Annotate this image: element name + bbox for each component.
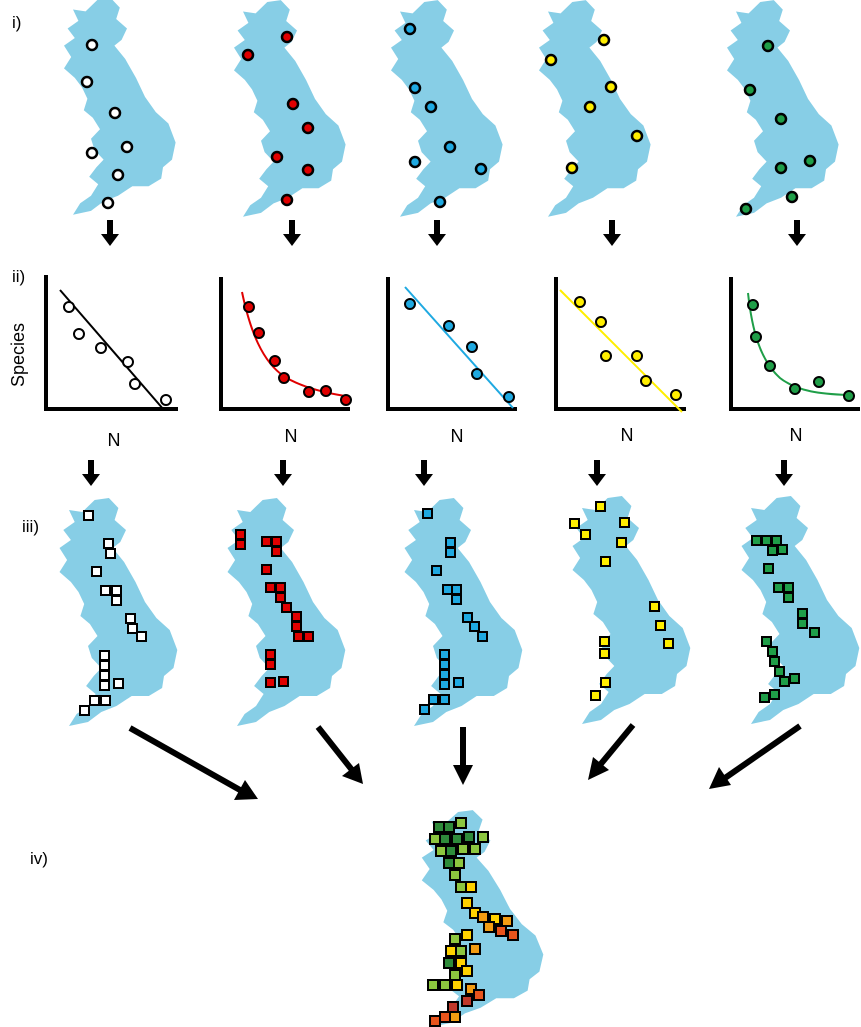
x-axis-label-blue: N [451, 426, 464, 446]
fit-line [241, 291, 346, 397]
survey-map-green [727, 0, 839, 217]
map-silhouette [727, 0, 839, 217]
stage-label-ii: ii) [12, 267, 25, 286]
fit-line [404, 286, 514, 409]
survey-points-blue [403, 22, 488, 209]
plot-white [44, 275, 178, 411]
predicted-cells-red [235, 529, 314, 688]
survey-points-white [80, 38, 134, 210]
arrows-iii-to-iv [128, 723, 802, 800]
stage-label-i: i) [12, 13, 21, 32]
plot-axes [729, 277, 860, 411]
x-axis-label-yellow: N [621, 425, 634, 445]
survey-points-red [241, 30, 315, 207]
predicted-cells-blue [419, 508, 488, 715]
plot-green [729, 277, 860, 411]
stage-label-iii: iii) [22, 517, 39, 536]
plot-red [219, 277, 352, 411]
plot-axes [219, 277, 350, 411]
survey-points-yellow [544, 33, 644, 175]
arrows-ii-to-iii [82, 460, 793, 486]
survey-points-green [739, 39, 817, 216]
predicted-cells-white [79, 510, 147, 716]
y-axis-label: Species [8, 323, 28, 387]
plot-axes [386, 277, 517, 411]
x-axis-label-white: N [108, 430, 121, 450]
plot-axes [44, 275, 178, 411]
predicted-cells-green [751, 535, 820, 703]
survey-map-white [64, 0, 176, 215]
predicted-cells-yellow [569, 501, 674, 701]
plot-axes [554, 277, 686, 411]
map-silhouette [59, 498, 178, 726]
x-axis-label-green: N [790, 425, 803, 445]
arrows-i-to-ii [101, 220, 806, 246]
plot-yellow [554, 277, 686, 413]
predicted-map-white [59, 498, 178, 726]
fit-line [559, 289, 683, 413]
stage-label-iv: iv) [30, 849, 48, 868]
map-silhouette [64, 0, 176, 215]
fit-line [59, 289, 165, 411]
x-axis-label-red: N [285, 426, 298, 446]
fit-line [747, 292, 849, 396]
plot-blue [386, 277, 517, 411]
combined-cells [427, 817, 519, 1027]
